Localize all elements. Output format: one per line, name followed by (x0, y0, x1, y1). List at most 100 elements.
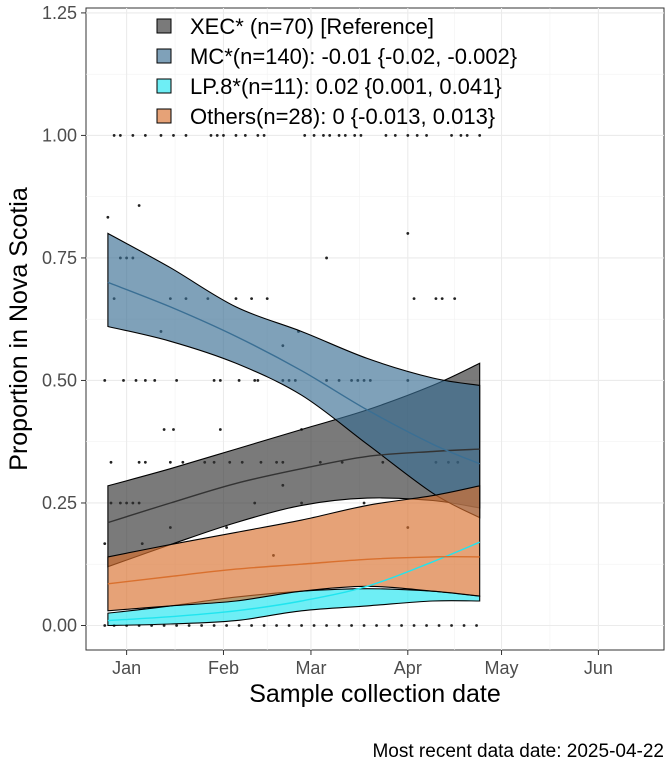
observation-point (172, 428, 175, 431)
observation-point (131, 134, 135, 137)
x-tick-label: Jun (584, 658, 613, 678)
observation-point (143, 460, 147, 464)
observation-point (312, 134, 316, 137)
observation-point (437, 624, 441, 627)
observation-point (256, 134, 260, 137)
observation-point (162, 428, 166, 431)
observation-point (118, 134, 122, 137)
observation-point (262, 134, 266, 137)
observation-point (322, 134, 325, 137)
observation-point (253, 379, 257, 382)
observation-point (350, 624, 353, 627)
observation-point (478, 134, 482, 137)
observation-point (212, 379, 216, 382)
observation-point (362, 624, 366, 627)
legend-key (156, 48, 172, 64)
legend-key (156, 18, 172, 34)
observation-point (412, 624, 416, 627)
observation-point (103, 624, 107, 627)
y-tick-label: 0.25 (42, 493, 77, 513)
observation-point (143, 134, 147, 137)
observation-point (234, 297, 238, 301)
observation-point (187, 624, 191, 627)
observation-point (212, 624, 216, 627)
observation-point (400, 624, 403, 627)
observation-point (181, 460, 185, 464)
legend-key (156, 108, 172, 124)
observation-point (450, 134, 453, 137)
observation-point (359, 134, 363, 137)
x-axis-ticks: Jan Feb Mar Apr May Jun (112, 650, 613, 678)
observation-point (109, 460, 113, 464)
observation-point (175, 379, 179, 382)
observation-point (415, 134, 419, 137)
observation-point (237, 379, 241, 382)
observation-point (237, 624, 241, 627)
observation-point (325, 624, 328, 627)
observation-point (337, 624, 341, 627)
observation-point (256, 379, 260, 382)
y-tick-label: 1.00 (42, 125, 77, 145)
legend: XEC* (n=70) [Reference] MC*(n=140): -0.01… (156, 14, 517, 129)
observation-point (103, 542, 107, 546)
observation-point (106, 215, 110, 219)
observation-point (218, 379, 222, 382)
observation-point (387, 624, 391, 627)
observation-point (406, 232, 410, 235)
observation-point (172, 134, 175, 137)
observation-point (475, 624, 478, 627)
observation-point (134, 379, 138, 382)
legend-label: XEC* (n=70) [Reference] (190, 14, 434, 39)
observation-point (243, 134, 247, 137)
y-axis-title: Proportion in Nova Scotia (5, 187, 33, 471)
x-tick-label: May (485, 658, 519, 678)
observation-point (465, 134, 469, 137)
observation-point (143, 379, 147, 382)
observation-point (325, 256, 328, 260)
observation-point (184, 134, 188, 137)
observation-point (122, 379, 125, 382)
legend-label: LP.8*(n=11): 0.02 {0.001, 0.041} (190, 74, 502, 99)
observation-point (218, 428, 222, 431)
legend-label: MC*(n=140): -0.01 {-0.02, -0.002} (190, 44, 517, 69)
y-tick-label: 0.00 (42, 615, 77, 635)
caption: Most recent data date: 2025-04-22 (372, 741, 664, 762)
observation-point (103, 379, 107, 382)
fit-line-xec (107, 448, 480, 524)
observation-point (175, 624, 179, 627)
fit-line-mc (107, 281, 480, 465)
observation-point (412, 297, 416, 301)
observation-point (250, 624, 253, 627)
observation-point (153, 379, 157, 382)
observation-point (250, 297, 253, 301)
legend-key (156, 78, 172, 94)
observation-point (275, 624, 278, 627)
legend-label: Others(n=28): 0 {-0.013, 0.013} (190, 104, 495, 129)
observation-point (159, 134, 163, 137)
observation-point (440, 297, 444, 301)
observation-point (168, 460, 172, 464)
observation-point (384, 134, 388, 137)
y-tick-label: 0.50 (42, 370, 77, 390)
observation-point (393, 134, 397, 137)
observation-point (453, 297, 457, 301)
y-axis-ticks: 0.00 0.25 0.50 0.75 1.00 1.25 (42, 3, 86, 635)
observation-point (137, 460, 141, 464)
fit-line-lp8 (107, 541, 480, 622)
x-tick-label: Jan (112, 658, 141, 678)
observation-point (209, 134, 213, 137)
x-tick-label: Apr (394, 658, 422, 678)
y-tick-label: 0.75 (42, 248, 77, 268)
observation-point (312, 624, 316, 627)
observation-point (222, 134, 225, 137)
observation-point (265, 297, 269, 301)
observation-point (262, 624, 266, 627)
observation-point (375, 624, 378, 627)
observation-point (425, 134, 428, 137)
observation-point (300, 624, 303, 627)
observation-point (303, 134, 307, 137)
observation-point (225, 526, 228, 529)
fit-line-others (107, 556, 480, 585)
observation-point (200, 624, 204, 627)
